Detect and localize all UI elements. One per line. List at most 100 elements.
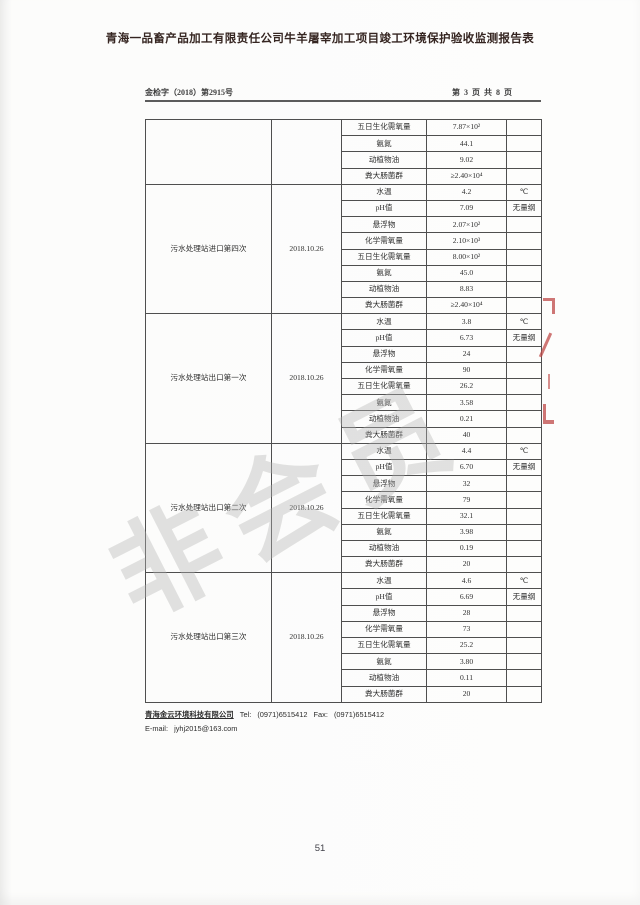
value-cell: 9.02 bbox=[426, 151, 507, 169]
unit-cell bbox=[506, 345, 542, 363]
param-cell: 悬浮物 bbox=[341, 475, 427, 493]
value-cell: 4.2 bbox=[426, 183, 507, 201]
date-cell: 2018.10.26 bbox=[271, 442, 342, 574]
param-cell: 悬浮物 bbox=[341, 604, 427, 622]
param-cell: pH值 bbox=[341, 329, 427, 347]
page-number: 51 bbox=[314, 843, 326, 854]
unit-cell bbox=[506, 426, 542, 444]
unit-cell bbox=[506, 297, 542, 315]
unit-cell bbox=[506, 167, 542, 185]
unit-cell: ℃ bbox=[506, 183, 542, 201]
unit-cell: 无量纲 bbox=[506, 329, 542, 347]
value-cell: ≥2.40×10⁴ bbox=[426, 167, 507, 185]
unit-cell: ℃ bbox=[506, 442, 542, 460]
report-table-body: 五日生化需氧量 7.87×10² 氨氮 44.1 动植物油 9.02 粪大肠菌群 ≥2.40×… bbox=[145, 118, 542, 703]
param-cell: 粪大肠菌群 bbox=[341, 297, 427, 315]
param-cell: 粪大肠菌群 bbox=[341, 426, 427, 444]
param-cell: 五日生化需氧量 bbox=[341, 507, 427, 525]
param-cell: 五日生化需氧量 bbox=[341, 118, 427, 137]
unit-cell bbox=[506, 264, 542, 282]
red-seal-fragment bbox=[543, 404, 554, 424]
value-cell: 7.87×10² bbox=[426, 118, 507, 137]
date-cell: 2018.10.26 bbox=[271, 183, 342, 315]
unit-cell bbox=[506, 685, 542, 703]
unit-cell: 无量纲 bbox=[506, 199, 542, 218]
value-cell: 6.70 bbox=[426, 458, 507, 477]
unit-cell bbox=[506, 475, 542, 493]
param-cell: 动植物油 bbox=[341, 669, 427, 687]
unit-cell bbox=[506, 491, 542, 509]
monitoring-results-table: 五日生化需氧量 7.87×10² 氨氮 44.1 动植物油 9.02 粪大肠菌群 ≥2.40×… bbox=[145, 118, 542, 703]
location-cell bbox=[145, 119, 272, 185]
param-cell: 动植物油 bbox=[341, 151, 427, 169]
value-cell: 32 bbox=[426, 475, 507, 493]
param-cell: 动植物油 bbox=[341, 539, 427, 558]
tel-number: (0971)6515412 bbox=[257, 710, 308, 719]
table-row: 悬浮物 2.07×10² bbox=[146, 216, 542, 234]
param-cell: pH值 bbox=[341, 199, 427, 218]
unit-cell: ℃ bbox=[506, 572, 542, 590]
value-cell: 32.1 bbox=[426, 507, 507, 525]
table-row: 粪大肠菌群 20 bbox=[146, 685, 542, 703]
value-cell: 2.07×10² bbox=[426, 216, 507, 234]
table-row: 粪大肠菌群 20 bbox=[146, 556, 542, 574]
date-cell bbox=[271, 119, 342, 185]
table-row: 动植物油 0.21 bbox=[146, 410, 542, 428]
page-title: 青海一品畜产品加工有限责任公司牛羊屠宰加工项目竣工环境保护验收监测报告表 bbox=[105, 33, 535, 45]
value-cell: 4.6 bbox=[426, 572, 507, 590]
value-cell: 4.4 bbox=[426, 442, 507, 460]
param-cell: 五日生化需氧量 bbox=[341, 377, 427, 396]
fax-number: (0971)6515412 bbox=[333, 710, 385, 719]
param-cell: 化学需氧量 bbox=[341, 620, 427, 639]
param-cell: 悬浮物 bbox=[341, 216, 427, 234]
param-cell: 悬浮物 bbox=[341, 345, 427, 363]
value-cell: 79 bbox=[426, 491, 507, 509]
doc-number: 金检字（2018）第2915号 bbox=[145, 88, 233, 97]
param-cell: 氨氮 bbox=[341, 394, 427, 412]
location-cell: 污水处理站出口第二次 bbox=[145, 442, 272, 574]
date-cell: 2018.10.26 bbox=[271, 313, 342, 444]
table-row: 化学需氧量 90 bbox=[146, 361, 542, 380]
param-cell: 氨氮 bbox=[341, 653, 427, 671]
unit-cell bbox=[506, 539, 542, 558]
value-cell: 0.19 bbox=[426, 539, 507, 558]
value-cell: 24 bbox=[426, 345, 507, 363]
unit-cell bbox=[506, 232, 542, 250]
location-cell: 污水处理站出口第一次 bbox=[145, 313, 272, 444]
value-cell: 6.73 bbox=[426, 329, 507, 347]
table-row: 氨氮 45.0 bbox=[146, 264, 542, 282]
unit-cell: 无量纲 bbox=[506, 588, 542, 606]
param-cell: 水温 bbox=[341, 313, 427, 331]
unit-cell bbox=[506, 377, 542, 396]
unit-cell bbox=[506, 653, 542, 671]
unit-cell bbox=[506, 361, 542, 380]
value-cell: 0.21 bbox=[426, 410, 507, 428]
table-row: 粪大肠菌群 40 bbox=[146, 426, 542, 444]
param-cell: 化学需氧量 bbox=[341, 232, 427, 250]
param-cell: 五日生化需氧量 bbox=[341, 248, 427, 266]
value-cell: ≥2.40×10⁴ bbox=[426, 297, 507, 315]
value-cell: 90 bbox=[426, 361, 507, 380]
param-cell: 化学需氧量 bbox=[341, 491, 427, 509]
unit-cell bbox=[506, 604, 542, 622]
value-cell: 45.0 bbox=[426, 264, 507, 282]
value-cell: 44.1 bbox=[426, 135, 507, 153]
red-seal-fragment bbox=[543, 298, 555, 314]
table-row: 悬浮物 24 bbox=[146, 345, 542, 363]
table-row: 污水处理站出口第三次 2018.10.26 水温 4.6 ℃ bbox=[145, 572, 542, 703]
lab-company-name: 青海金云环境科技有限公司 bbox=[145, 710, 234, 719]
location-cell: 污水处理站出口第三次 bbox=[145, 572, 272, 703]
param-cell: 粪大肠菌群 bbox=[341, 167, 427, 185]
unit-cell bbox=[506, 556, 542, 574]
unit-cell bbox=[506, 669, 542, 687]
table-row: 动植物油 0.11 bbox=[146, 669, 542, 687]
value-cell: 7.09 bbox=[426, 199, 507, 218]
unit-cell bbox=[506, 248, 542, 266]
value-cell: 6.69 bbox=[426, 588, 507, 606]
param-cell: 化学需氧量 bbox=[341, 361, 427, 380]
unit-cell bbox=[506, 410, 542, 428]
param-cell: 氨氮 bbox=[341, 523, 427, 541]
unit-cell bbox=[506, 620, 542, 639]
value-cell: 28 bbox=[426, 604, 507, 622]
